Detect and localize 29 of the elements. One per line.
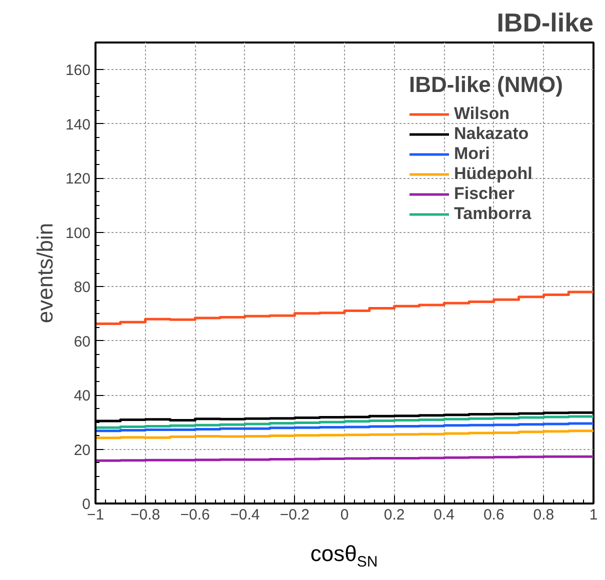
- x-tick-label: 0.8: [533, 506, 554, 524]
- y-tick-label: 140: [65, 116, 91, 134]
- x-axis-title: cosθ$_{SN}$: [309, 540, 379, 572]
- chart-title: IBD-like: [496, 8, 594, 38]
- x-tick-label: −0.4: [230, 506, 260, 524]
- x-tick-label: 0.2: [384, 506, 405, 524]
- x-tick-label: −0.2: [280, 506, 310, 524]
- y-tick-label: 0: [82, 496, 90, 513]
- legend-label: Nakazato: [454, 124, 529, 144]
- x-tick-label: −0.8: [130, 506, 160, 524]
- legend-label: Tamborra: [454, 204, 532, 224]
- y-tick-label: 160: [65, 62, 91, 80]
- y-tick-label: 20: [74, 442, 91, 459]
- y-tick-label: 40: [74, 388, 91, 405]
- y-tick-label: 80: [74, 279, 91, 296]
- y-tick-label: 100: [65, 224, 91, 242]
- y-tick-label: 60: [74, 333, 91, 350]
- x-tick-label: 0.4: [434, 506, 455, 524]
- x-tick-label: 1: [589, 506, 598, 524]
- legend-label: Mori: [454, 144, 490, 164]
- x-tick-label: 0.6: [483, 506, 504, 524]
- x-tick-label: 0: [340, 506, 349, 524]
- legend-label: Fischer: [454, 184, 514, 204]
- legend-label: Wilson: [454, 104, 510, 124]
- x-tick-label: −0.6: [180, 506, 210, 524]
- y-tick-label: 120: [65, 170, 91, 188]
- y-axis-title: events/bin: [32, 222, 58, 324]
- legend-title: IBD-like (NMO): [409, 72, 563, 98]
- legend-label: Hüdepohl: [454, 164, 532, 184]
